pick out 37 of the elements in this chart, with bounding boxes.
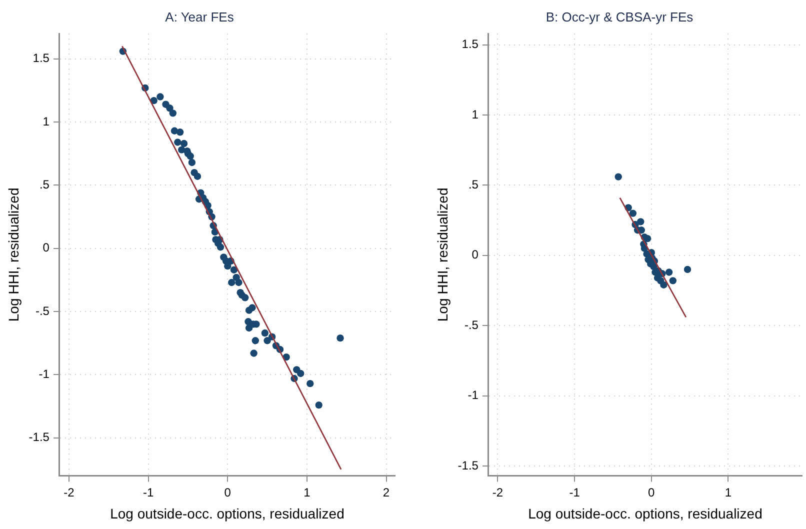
- y-tick-label: 1.5: [32, 51, 50, 66]
- y-tick-label: 0: [42, 240, 50, 255]
- y-tick-label: -1: [38, 367, 50, 382]
- y-tick-label: -.5: [464, 318, 479, 332]
- point: [665, 268, 673, 276]
- chart-title: B: Occ-yr & CBSA-yr FEs: [546, 9, 694, 24]
- y-tick-label: -1.5: [458, 458, 479, 472]
- y-tick-label: 1: [42, 114, 50, 128]
- point: [614, 173, 622, 180]
- point: [629, 210, 637, 217]
- x-tick-label: 0: [224, 485, 232, 500]
- x-tick-label: -1: [569, 485, 580, 500]
- y-tick-label: -.5: [35, 304, 50, 318]
- y-tick-label: -1: [468, 388, 479, 402]
- point: [669, 277, 677, 284]
- x-tick-label: 0: [648, 485, 656, 500]
- point: [644, 234, 652, 242]
- x-tick-label: 1: [304, 485, 311, 500]
- x-tick-label: -1: [142, 485, 154, 500]
- point: [660, 281, 668, 288]
- x-tick-label: -2: [64, 485, 75, 500]
- y-tick-label: -1.5: [28, 430, 50, 444]
- x-tick-label: -2: [492, 485, 504, 500]
- point: [637, 218, 644, 226]
- x-tick-label: 1: [724, 485, 732, 500]
- point: [684, 266, 692, 274]
- chart-title: A: Year FEs: [165, 9, 234, 24]
- y-axis-title: Log HHI, residualized: [5, 188, 22, 322]
- y-axis-title: Log HHI, residualized: [434, 188, 450, 322]
- y-tick-label: 0: [472, 248, 479, 262]
- x-tick-label: 2: [382, 485, 390, 500]
- y-tick-label: .5: [39, 178, 50, 192]
- y-tick-label: .5: [468, 178, 479, 192]
- y-tick-label: 1: [472, 107, 479, 122]
- x-axis-title: Log outside-occ. options, residualized: [110, 505, 344, 522]
- y-tick-label: 1.5: [462, 37, 479, 52]
- x-axis-title: Log outside-occ. options, residualized: [528, 505, 762, 522]
